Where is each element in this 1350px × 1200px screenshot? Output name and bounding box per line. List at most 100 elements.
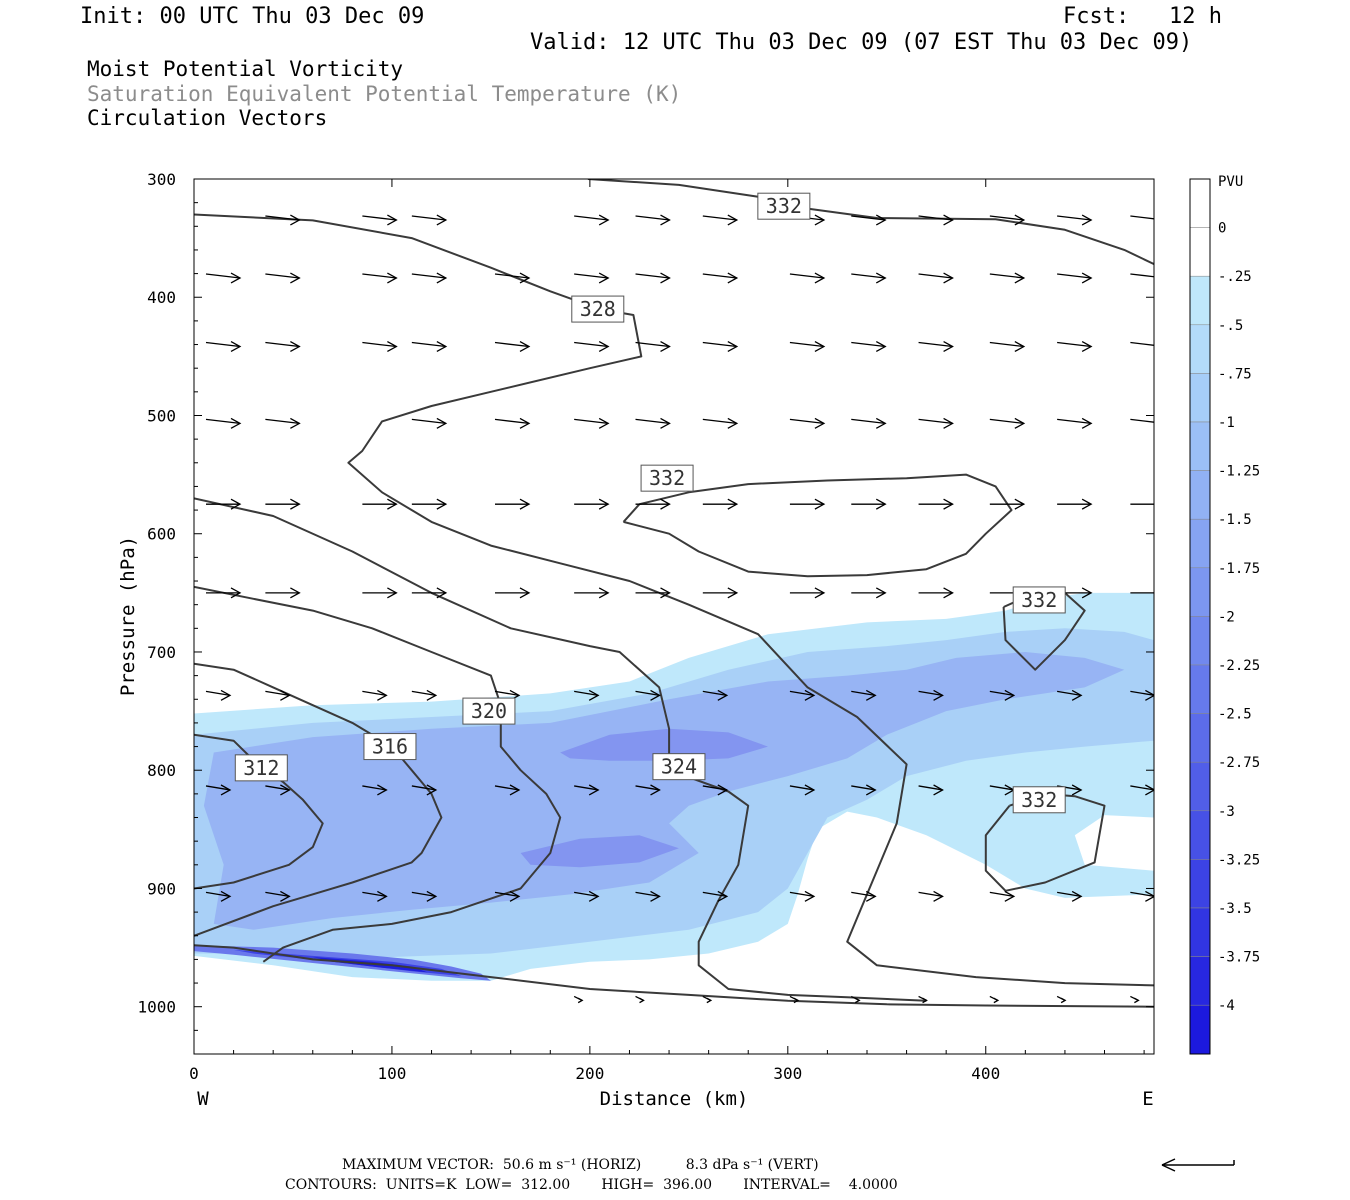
colorbar-label: -.25 xyxy=(1218,269,1252,285)
colorbar-label: -1.25 xyxy=(1218,464,1260,480)
vector-arrow xyxy=(918,891,943,898)
vector-arrowhead xyxy=(717,689,729,701)
vector-arrowhead xyxy=(933,890,944,902)
contour-line-7 xyxy=(194,662,443,937)
vector-arrowhead xyxy=(220,689,232,701)
contour-line-2 xyxy=(622,473,1013,578)
vector-arrowhead xyxy=(1081,272,1093,284)
vector-arrow xyxy=(205,891,231,898)
colorbar-label: -1.75 xyxy=(1218,561,1260,577)
plot-frame xyxy=(193,178,1155,1055)
colorbar-swatch xyxy=(1189,275,1211,326)
vector-arrow xyxy=(635,341,670,348)
vector-arrow xyxy=(265,341,300,348)
valid-time: Valid: 12 UTC Thu 03 Dec 09 (07 EST Thu … xyxy=(530,30,1193,55)
vector-arrow xyxy=(362,690,387,696)
vector-arrowhead xyxy=(230,341,242,353)
vector-arrow xyxy=(574,891,599,898)
colorbar-frame xyxy=(1189,178,1211,1055)
vector-arrowhead xyxy=(1071,784,1083,796)
vector-arrowhead xyxy=(377,890,388,902)
vector-arrowhead xyxy=(717,784,729,796)
vector-arrowhead xyxy=(387,498,398,510)
vector-arrowhead xyxy=(706,997,713,1004)
vector-arrow xyxy=(1057,418,1092,425)
vector-arrow xyxy=(702,418,737,425)
colorbar-label: -1.5 xyxy=(1218,512,1252,528)
vector-arrowhead xyxy=(598,341,610,353)
vector-arrowhead xyxy=(650,689,661,701)
vector-arrow xyxy=(851,785,876,791)
vector-arrowhead xyxy=(577,997,584,1004)
vector-arrowhead xyxy=(436,272,448,284)
vector-arrow xyxy=(574,785,599,791)
vector-arrow xyxy=(494,418,530,425)
vector-arrowhead xyxy=(436,417,448,429)
vector-arrowhead xyxy=(1155,215,1164,225)
colorbar-label: -3 xyxy=(1218,804,1235,820)
colorbar-label: -1 xyxy=(1218,415,1235,431)
vector-arrow xyxy=(205,341,241,348)
vector-arrow xyxy=(574,690,599,696)
vector-arrowhead xyxy=(933,689,944,701)
contour-label-box xyxy=(363,733,417,761)
contour-label: 332 xyxy=(766,194,802,218)
y-tick-label: 700 xyxy=(147,643,176,662)
vector-arrow xyxy=(702,273,737,279)
vector-arrowhead xyxy=(290,214,301,226)
vector-arrowhead xyxy=(727,272,739,284)
vector-arrow xyxy=(411,785,436,791)
vector-arrow xyxy=(411,418,446,425)
vector-arrow xyxy=(851,418,886,425)
vector-arrow xyxy=(574,341,609,348)
vector-arrowhead xyxy=(230,587,242,599)
vector-arrow xyxy=(918,690,943,696)
vector-arrowhead xyxy=(922,997,928,1004)
contour-label: 328 xyxy=(580,297,616,321)
vector-arrowhead xyxy=(377,689,388,701)
vector-arrowhead xyxy=(943,341,954,353)
field-title-mpv: Moist Potential Vorticity xyxy=(87,57,404,81)
vector-arrowhead xyxy=(290,498,301,510)
vector-arrow xyxy=(411,891,436,898)
colorbar-swatch xyxy=(1189,227,1211,277)
vector-arrow xyxy=(635,690,660,696)
vector-arrowhead xyxy=(639,997,645,1004)
vector-arrowhead xyxy=(519,417,531,429)
vector-arrowhead xyxy=(804,784,816,796)
colorbar-swatch xyxy=(1189,713,1211,763)
vector-arrow xyxy=(574,215,609,221)
vector-arrowhead xyxy=(280,784,291,796)
vector-arrowhead xyxy=(727,214,739,226)
colorbar-label: -2.75 xyxy=(1218,755,1260,771)
init-time: Init: 00 UTC Thu 03 Dec 09 xyxy=(80,4,425,29)
vector-arrowhead xyxy=(598,272,610,284)
x-tick-label: 400 xyxy=(971,1064,1000,1083)
colorbar-swatch xyxy=(1189,470,1211,520)
vector-arrowhead xyxy=(943,214,954,226)
vector-arrow xyxy=(265,785,290,791)
vector-arrowhead xyxy=(1004,890,1016,902)
contour-label: 316 xyxy=(372,735,408,759)
vector-arrow xyxy=(702,341,737,348)
vector-arrowhead xyxy=(875,417,887,429)
vector-arrow xyxy=(989,215,1024,221)
vector-arrowhead xyxy=(436,341,448,353)
vector-arrowhead xyxy=(1014,341,1026,353)
vector-arrow xyxy=(1057,891,1082,898)
vector-arrow xyxy=(789,273,824,279)
vector-arrow xyxy=(1130,891,1154,897)
vector-arrow xyxy=(265,215,300,221)
vector-arrowhead xyxy=(519,341,531,353)
vector-arrowhead xyxy=(875,214,887,226)
colorbar-swatch xyxy=(1189,907,1211,957)
vector-arrow xyxy=(851,215,886,221)
vector-arrowhead xyxy=(727,587,739,599)
east-label: E xyxy=(1142,1088,1153,1110)
vector-arrowhead xyxy=(943,498,954,510)
vector-arrowhead xyxy=(793,997,800,1004)
vector-arrowhead xyxy=(426,784,438,796)
contour-label: 324 xyxy=(661,755,697,779)
vector-arrowhead xyxy=(377,784,388,796)
